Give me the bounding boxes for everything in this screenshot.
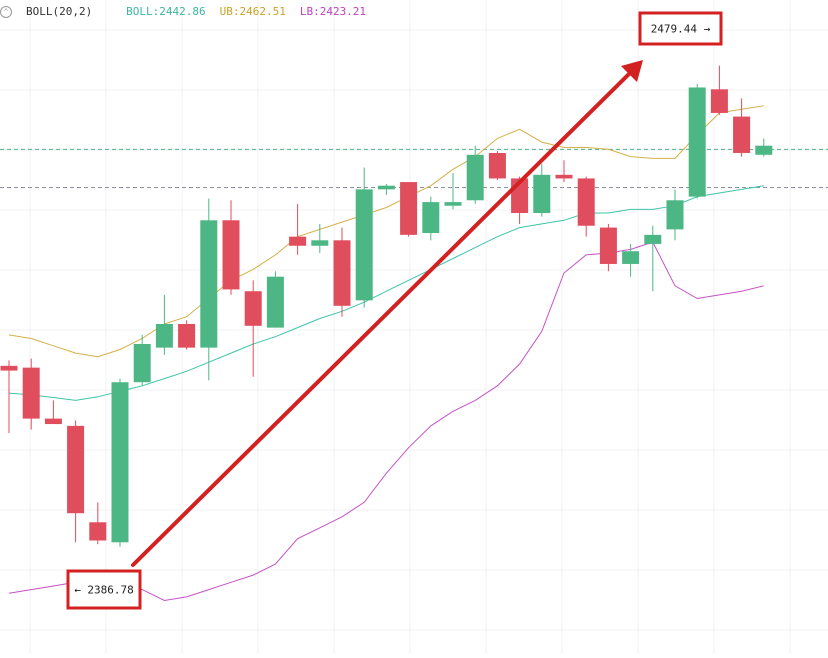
indicator-legend: ⌃ BOLL(20,2) BOLL:2442.86 UB:2462.51 LB:242… (0, 5, 380, 18)
candle-body (244, 291, 262, 326)
candle-body (666, 200, 684, 230)
candle-body (622, 251, 640, 264)
low-price-box (66, 569, 142, 610)
candle-body (688, 87, 706, 197)
candle-body (111, 382, 129, 543)
collapse-icon[interactable]: ⌃ (0, 6, 12, 18)
candle-body (400, 182, 418, 235)
candle-body (533, 174, 551, 214)
boll-mid-line (8, 185, 764, 401)
ub-value: UB:2462.51 (219, 5, 286, 18)
boll-value: BOLL:2442.86 (126, 5, 206, 18)
candle-body (178, 323, 196, 348)
candle-body (733, 116, 751, 153)
candle-body (133, 344, 151, 383)
candle-body (311, 240, 329, 246)
boll-upper-line (8, 105, 764, 358)
candle-body (488, 152, 506, 179)
high-price-box (638, 11, 723, 46)
candle-body (222, 220, 240, 290)
candle-body (355, 189, 373, 301)
trend-arrow-head (621, 60, 643, 82)
low-price-label: ← 2386.78 (74, 584, 134, 597)
candle-body (422, 202, 440, 234)
candle-body (444, 202, 462, 206)
candle-body (599, 227, 617, 264)
candle-body (644, 234, 662, 244)
candle-body (755, 145, 773, 155)
candle-body (577, 178, 595, 226)
lb-value: LB:2423.21 (299, 5, 367, 18)
candle-body (155, 323, 173, 348)
candle-body (89, 522, 107, 541)
trend-arrow-line (131, 66, 637, 567)
candle-body (710, 89, 728, 113)
candle-body (333, 240, 351, 306)
candle-body (466, 154, 484, 201)
candle-body (44, 418, 62, 425)
candle-body (67, 425, 85, 514)
high-price-label: 2479.44 → (651, 23, 711, 36)
indicator-name: BOLL(20,2) (26, 5, 93, 18)
candle-body (289, 236, 307, 246)
candle-body (22, 367, 40, 419)
candle-body (200, 220, 218, 348)
candle-body (266, 276, 284, 328)
candle-body (0, 365, 18, 371)
candle-body (555, 174, 573, 179)
candle-body (377, 185, 395, 190)
